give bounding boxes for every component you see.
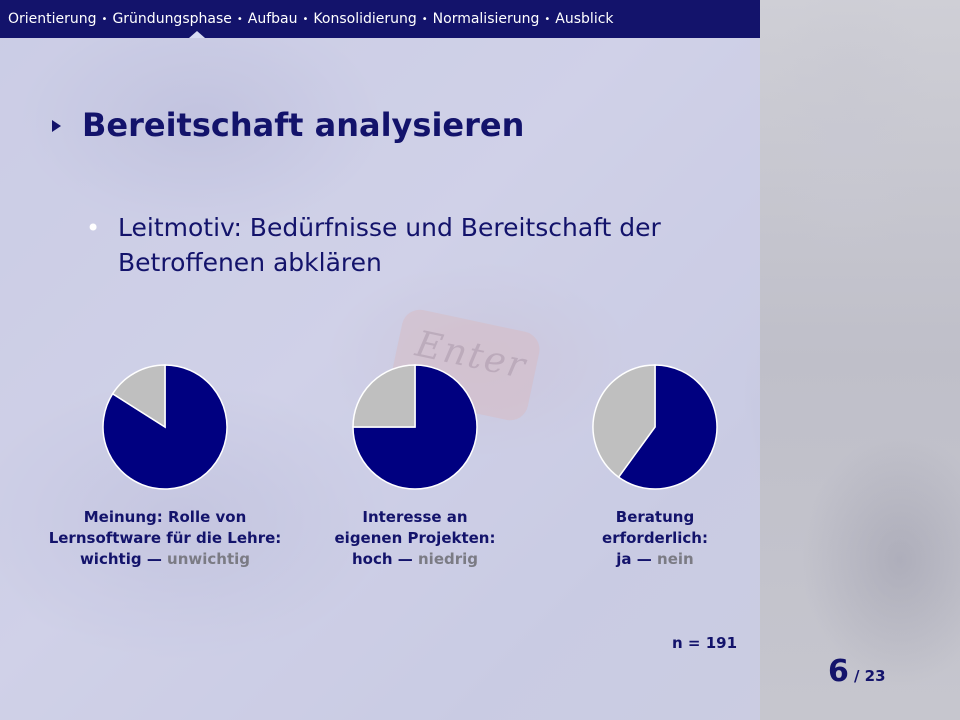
caption-line: Lernsoftware für die Lehre:	[48, 529, 282, 547]
nav-item-normalisierung[interactable]: Normalisierung	[432, 11, 540, 27]
pie-slice-negative	[592, 364, 656, 479]
nav-separator: •	[236, 13, 243, 25]
pie-caption-interest: Interesse an eigenen Projekten: hoch — n…	[315, 507, 515, 570]
pie-chart-interest	[350, 362, 480, 492]
caption-legend-line: ja — nein	[580, 549, 730, 570]
legend-negative: niedrig	[418, 550, 479, 568]
nav-item-konsolidierung[interactable]: Konsolidierung	[313, 11, 417, 27]
nav-item-orientierung[interactable]: Orientierung	[8, 11, 97, 27]
top-navigation: Orientierung • Gründungsphase • Aufbau •…	[0, 0, 760, 38]
caption-line: Interesse an	[362, 508, 468, 526]
background-side-strip	[760, 0, 960, 720]
legend-negative: unwichtig	[167, 550, 251, 568]
pie-slice-negative	[352, 364, 416, 428]
pie-chart-importance	[100, 362, 230, 492]
nav-separator: •	[544, 13, 551, 25]
content-panel	[0, 0, 760, 720]
page-title: Bereitschaft analysieren	[82, 106, 525, 144]
legend-negative: nein	[657, 550, 694, 568]
page-total: / 23	[853, 667, 886, 685]
legend-positive: wichtig	[79, 550, 142, 568]
caption-line: Beratung	[615, 508, 695, 526]
pie-slice-negative	[111, 364, 166, 429]
legend-dash: —	[146, 550, 162, 568]
legend-dash: —	[397, 550, 413, 568]
legend-positive: ja	[616, 550, 632, 568]
nav-separator: •	[421, 13, 428, 25]
nav-item-ausblick[interactable]: Ausblick	[555, 11, 614, 27]
nav-separator: •	[101, 13, 108, 25]
bullet-text: Leitmotiv: Bedürfnisse und Bereitschaft …	[118, 213, 661, 277]
bullet-dot-icon: •	[86, 214, 101, 242]
pie-slice-positive	[617, 364, 718, 490]
caption-line: erforderlich:	[602, 529, 708, 547]
nav-separator: •	[302, 13, 309, 25]
sample-size: n = 191	[672, 634, 738, 652]
pie-caption-importance: Meinung: Rolle von Lernsoftware für die …	[40, 507, 290, 570]
nav-item-aufbau[interactable]: Aufbau	[247, 11, 298, 27]
caption-legend-line: wichtig — unwichtig	[40, 549, 290, 570]
legend-positive: hoch	[351, 550, 393, 568]
triangle-bullet-icon	[52, 120, 61, 132]
page-number: 6 / 23	[828, 654, 886, 689]
caption-line: eigenen Projekten:	[334, 529, 496, 547]
caption-legend-line: hoch — niedrig	[315, 549, 515, 570]
page-current: 6	[828, 654, 849, 689]
pie-caption-consulting: Beratung erforderlich: ja — nein	[580, 507, 730, 570]
caption-line: Meinung: Rolle von	[83, 508, 247, 526]
pie-chart-consulting	[590, 362, 720, 492]
nav-item-gruendungsphase[interactable]: Gründungsphase	[112, 11, 232, 27]
active-section-caret-icon	[189, 31, 205, 38]
legend-dash: —	[636, 550, 652, 568]
